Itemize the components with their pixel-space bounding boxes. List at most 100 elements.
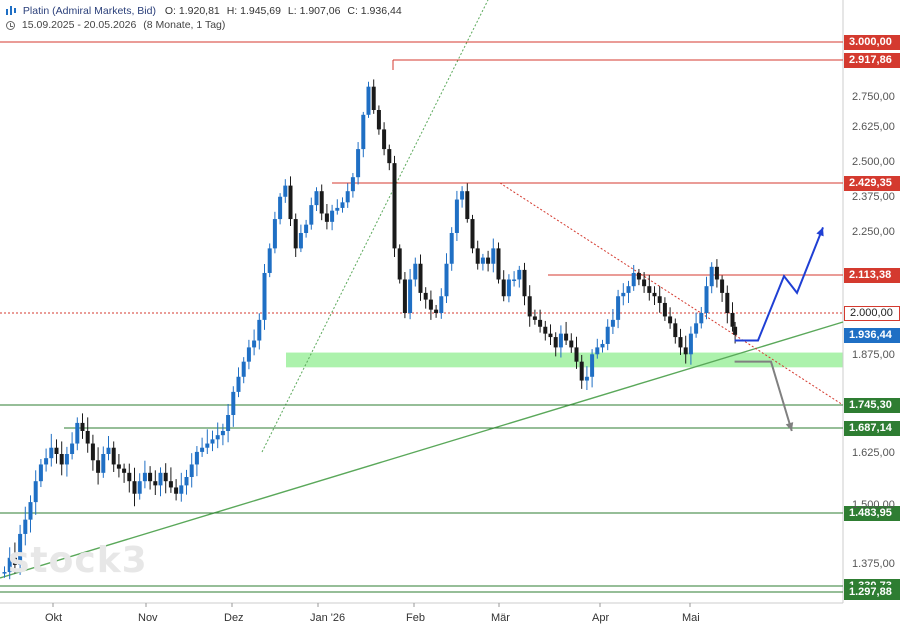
candle-body	[236, 376, 241, 392]
x-tick-label: Dez	[224, 612, 244, 624]
candle-body	[527, 296, 532, 317]
candle-body	[80, 422, 85, 431]
candle-body	[673, 323, 678, 338]
candle-body	[241, 361, 246, 377]
candle-body	[694, 323, 699, 334]
candle-body	[486, 257, 491, 264]
candle-body	[335, 207, 340, 211]
candle-body	[257, 319, 262, 341]
candle-body	[231, 391, 236, 416]
long-term-trendline	[0, 321, 844, 579]
candle-body	[501, 279, 506, 297]
chart-logo-icon	[6, 6, 16, 15]
candle-body	[678, 337, 683, 348]
candle-body	[2, 572, 7, 574]
candle-body	[304, 224, 309, 233]
bullish-scenario-arrow-head	[816, 227, 824, 237]
candle-body	[205, 443, 210, 448]
candle-body	[579, 361, 584, 381]
x-tick-label: Nov	[138, 612, 158, 624]
candle-body	[345, 191, 350, 203]
candle-body	[605, 326, 610, 344]
candle-body	[662, 302, 667, 317]
clock-icon	[6, 21, 15, 30]
candle-body	[319, 191, 324, 214]
candle-body	[647, 286, 652, 293]
candle-body	[668, 316, 673, 324]
candle-body	[179, 485, 184, 494]
candle-body	[564, 333, 569, 341]
candle-body	[418, 263, 423, 293]
price-level-label: 1.687,14	[844, 421, 900, 436]
candle-body	[340, 202, 345, 208]
candle-body	[714, 266, 719, 280]
candle-body	[652, 292, 657, 297]
candle-body	[439, 296, 444, 313]
price-level-label: 1.936,44	[844, 327, 900, 343]
candle-body	[85, 430, 90, 444]
price-level-label: 2.000,00	[844, 306, 900, 321]
candle-body	[626, 286, 631, 293]
candle-body	[200, 447, 205, 452]
candle-body	[283, 185, 288, 197]
candle-body	[267, 248, 272, 273]
candle-body	[366, 86, 371, 115]
y-tick-label: 2.750,00	[852, 91, 895, 103]
candle-body	[683, 347, 688, 355]
candle-body	[158, 472, 163, 486]
candle-body	[642, 279, 647, 287]
ohlc-high: H: 1.945,69	[226, 5, 281, 17]
candle-body	[33, 481, 38, 503]
candle-body	[44, 458, 49, 465]
candle-body	[538, 319, 543, 327]
price-level-label: 2.917,86	[844, 53, 900, 68]
candle-body	[548, 333, 553, 338]
candle-body	[428, 299, 433, 310]
candle-body	[590, 354, 595, 377]
candle-body	[413, 263, 418, 280]
candle-body	[262, 272, 267, 320]
candle-body	[142, 472, 147, 482]
candle-body	[111, 447, 116, 465]
candle-body	[725, 292, 730, 313]
candle-body	[423, 292, 428, 300]
candle-body	[454, 199, 459, 233]
candle-body	[631, 272, 636, 287]
candle-body	[278, 196, 283, 220]
candle-body	[330, 210, 335, 222]
candle-body	[90, 443, 95, 461]
candle-body	[704, 286, 709, 313]
candle-body	[252, 340, 257, 348]
candle-body	[434, 309, 439, 313]
candle-body	[512, 279, 517, 281]
bullish-scenario-arrow	[734, 227, 824, 342]
candle-body	[496, 248, 501, 280]
candle-body	[298, 233, 303, 249]
chart-subheader: 15.09.2025 - 20.05.2026 (8 Monate, 1 Tag…	[6, 19, 229, 31]
ohlc-close: C: 1.936,44	[347, 5, 402, 17]
candle-body	[382, 129, 387, 150]
candle-body	[616, 296, 621, 320]
candle-body	[116, 464, 121, 469]
candle-body	[163, 472, 168, 482]
candle-body	[127, 472, 132, 482]
candle-body	[189, 464, 194, 478]
candle-body	[621, 292, 626, 297]
candle-body	[574, 347, 579, 362]
candle-body	[64, 453, 69, 465]
ohlc-low: L: 1.907,06	[287, 5, 341, 17]
candle-body	[730, 313, 735, 327]
support-zone	[286, 352, 843, 368]
candle-body	[210, 439, 215, 444]
y-tick-label: 1.875,00	[852, 349, 895, 361]
candle-body	[350, 177, 355, 192]
candle-body	[371, 86, 376, 110]
candle-body	[153, 481, 158, 486]
candle-body	[584, 376, 589, 381]
price-level-label: 2.429,35	[844, 176, 900, 191]
candle-body	[137, 481, 142, 494]
price-level-label: 1.297,88	[844, 585, 900, 600]
candle-body	[293, 219, 298, 249]
y-tick-label: 2.625,00	[852, 121, 895, 133]
